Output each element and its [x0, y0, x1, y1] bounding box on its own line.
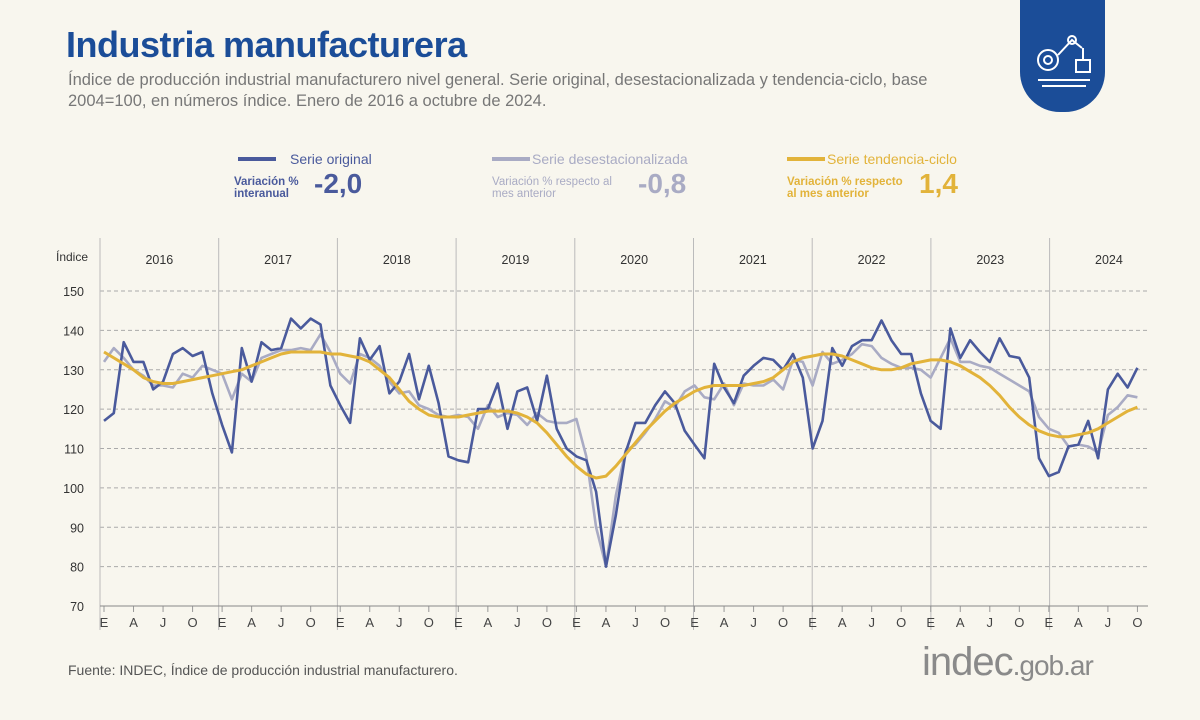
year-label: 2019: [502, 253, 530, 267]
legend-tendencia: Serie tendencia-ciclo Variación % respec…: [787, 150, 958, 200]
x-tick-label: E: [808, 615, 817, 630]
legend-swatch-desestacionalizada: [492, 156, 530, 161]
x-tick-label: J: [396, 615, 403, 630]
y-axis-label: Índice: [56, 249, 88, 264]
series-line-desestacionalizada: [102, 333, 1138, 568]
x-tick-label: E: [690, 615, 699, 630]
y-tick-label: 80: [70, 561, 84, 575]
x-tick-label: E: [1045, 615, 1054, 630]
legend-value-original: -2,0: [314, 168, 363, 199]
y-tick-label: 100: [63, 482, 84, 496]
legend-metric-tendencia: Variación % respecto al mes anterior: [787, 176, 903, 200]
y-tick-label: 110: [64, 443, 84, 457]
x-tick-label: J: [514, 615, 521, 630]
x-tick-label: O: [1132, 615, 1142, 630]
legend-metric-original: Variación % interanual: [234, 176, 299, 200]
x-tick-label: O: [1014, 615, 1024, 630]
x-tick-label: J: [987, 615, 994, 630]
x-tick-label: J: [868, 615, 875, 630]
y-tick-label: 150: [63, 285, 84, 299]
x-tick-label: A: [247, 615, 256, 630]
x-tick-label: O: [424, 615, 434, 630]
x-tick-label: O: [188, 615, 198, 630]
legend-swatch-tendencia: [787, 156, 825, 161]
legend-value-tendencia: 1,4: [919, 168, 958, 199]
x-tick-label: A: [956, 615, 965, 630]
page-title: Industria manufacturera: [66, 24, 467, 65]
x-tick-label: O: [660, 615, 670, 630]
y-tick-label: 120: [63, 403, 84, 417]
y-tick-label: 130: [63, 364, 84, 378]
x-tick-label: J: [160, 615, 167, 630]
x-tick-label: A: [365, 615, 374, 630]
x-tick-label: J: [632, 615, 639, 630]
industrial-robot-icon: [1020, 0, 1105, 112]
year-label: 2021: [739, 253, 767, 267]
series-line-tendencia: [103, 350, 1138, 480]
x-tick-label: O: [306, 615, 316, 630]
y-tick-label: 140: [63, 324, 84, 338]
x-tick-label: E: [336, 615, 345, 630]
x-tick-label: E: [572, 615, 581, 630]
legend-label-tendencia: Serie tendencia-ciclo: [827, 150, 957, 167]
series-line-original: [103, 317, 1139, 568]
year-label: 2024: [1095, 253, 1123, 267]
x-tick-label: A: [129, 615, 138, 630]
x-tick-label: E: [454, 615, 463, 630]
x-tick-label: O: [778, 615, 788, 630]
x-tick-label: E: [100, 615, 109, 630]
x-tick-label: A: [484, 615, 493, 630]
x-tick-label: E: [926, 615, 935, 630]
x-tick-label: E: [218, 615, 227, 630]
legend-label-original: Serie original: [290, 150, 372, 167]
x-tick-label: A: [1074, 615, 1083, 630]
year-label: 2020: [620, 253, 648, 267]
legend-label-desestacionalizada: Serie desestacionalizada: [532, 150, 688, 167]
year-label: 2022: [858, 253, 886, 267]
indec-logo: indec.gob.ar: [922, 640, 1094, 684]
x-tick-label: J: [750, 615, 757, 630]
page-subtitle: Índice de producción industrial manufact…: [68, 71, 928, 110]
y-tick-label: 90: [70, 521, 84, 535]
legend-desestacionalizada: Serie desestacionalizada Variación % res…: [492, 150, 688, 200]
year-label: 2018: [383, 253, 411, 267]
source-note: Fuente: INDEC, Índice de producción indu…: [68, 662, 458, 678]
legend-original: Serie original Variación % interanual -2…: [234, 150, 372, 200]
x-tick-label: J: [278, 615, 285, 630]
legend-value-desestacionalizada: -0,8: [638, 168, 687, 199]
x-tick-label: O: [896, 615, 906, 630]
year-label: 2016: [145, 253, 173, 267]
legend-metric-desestacionalizada: Variación % respecto al mes anterior: [492, 176, 612, 200]
x-tick-label: A: [602, 615, 611, 630]
x-tick-label: A: [720, 615, 729, 630]
x-tick-label: J: [1105, 615, 1112, 630]
y-tick-label: 70: [70, 600, 84, 614]
x-tick-label: A: [838, 615, 847, 630]
year-label: 2017: [264, 253, 292, 267]
year-label: 2023: [976, 253, 1004, 267]
x-tick-label: O: [542, 615, 552, 630]
legend-swatch-original: [238, 156, 276, 161]
